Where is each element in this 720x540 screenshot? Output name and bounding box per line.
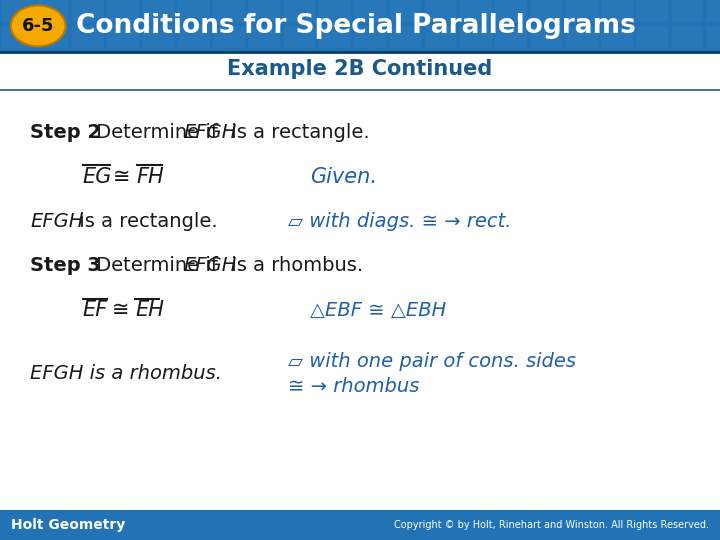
- Bar: [178, 0, 210, 22]
- Text: ≅: ≅: [112, 300, 129, 321]
- Text: EFGH: EFGH: [184, 123, 237, 142]
- Text: Holt Geometry: Holt Geometry: [11, 518, 125, 532]
- Text: ≅ → rhombus: ≅ → rhombus: [288, 376, 419, 396]
- Bar: [425, 0, 456, 22]
- Bar: [143, 26, 174, 49]
- Text: EG: EG: [83, 167, 112, 187]
- Bar: [37, 0, 68, 22]
- Text: is a rectangle.: is a rectangle.: [225, 123, 370, 142]
- Text: △EBF ≅ △EBH: △EBF ≅ △EBH: [310, 301, 446, 320]
- Bar: [390, 26, 421, 49]
- Bar: [531, 0, 562, 22]
- Bar: [354, 26, 386, 49]
- Bar: [1, 0, 33, 22]
- Bar: [531, 26, 562, 49]
- Text: EFGH: EFGH: [184, 256, 237, 275]
- Bar: [107, 0, 139, 22]
- Text: ▱ with one pair of cons. sides: ▱ with one pair of cons. sides: [288, 352, 576, 372]
- Bar: [72, 0, 104, 22]
- Text: Example 2B Continued: Example 2B Continued: [228, 59, 492, 79]
- Bar: [601, 0, 633, 22]
- Bar: [37, 26, 68, 49]
- Bar: [707, 26, 720, 49]
- Bar: [319, 0, 351, 22]
- Text: is a rhombus.: is a rhombus.: [225, 256, 364, 275]
- Bar: [425, 26, 456, 49]
- Text: FH: FH: [137, 167, 165, 187]
- Text: Step 3: Step 3: [30, 256, 101, 275]
- Bar: [354, 0, 386, 22]
- Text: EH: EH: [135, 300, 164, 321]
- Bar: [566, 26, 598, 49]
- Bar: [460, 0, 492, 22]
- Text: EF: EF: [83, 300, 108, 321]
- Text: Determine if: Determine if: [90, 123, 224, 142]
- Bar: [672, 0, 703, 22]
- Bar: [284, 0, 315, 22]
- Text: ≅: ≅: [113, 167, 130, 187]
- Text: Step 2: Step 2: [30, 123, 102, 142]
- Bar: [0, 0, 720, 52]
- Bar: [72, 26, 104, 49]
- Text: ▱ with diags. ≅ → rect.: ▱ with diags. ≅ → rect.: [288, 212, 511, 231]
- Text: Determine if: Determine if: [90, 256, 224, 275]
- Bar: [284, 26, 315, 49]
- Circle shape: [11, 5, 66, 46]
- Bar: [107, 26, 139, 49]
- Text: 6-5: 6-5: [22, 17, 55, 35]
- Text: EFGH is a rhombus.: EFGH is a rhombus.: [30, 364, 222, 383]
- Bar: [143, 0, 174, 22]
- Text: is a rectangle.: is a rectangle.: [73, 212, 218, 231]
- Bar: [390, 0, 421, 22]
- Bar: [495, 0, 527, 22]
- Text: EFGH: EFGH: [30, 212, 84, 231]
- Bar: [248, 26, 280, 49]
- Bar: [495, 26, 527, 49]
- Text: Given.: Given.: [310, 167, 377, 187]
- Bar: [707, 0, 720, 22]
- Bar: [0, 510, 720, 540]
- Bar: [1, 26, 33, 49]
- Bar: [248, 0, 280, 22]
- Bar: [319, 26, 351, 49]
- Bar: [636, 0, 668, 22]
- Bar: [566, 0, 598, 22]
- Bar: [460, 26, 492, 49]
- Bar: [601, 26, 633, 49]
- Bar: [672, 26, 703, 49]
- Bar: [636, 26, 668, 49]
- Bar: [213, 26, 245, 49]
- Bar: [213, 0, 245, 22]
- Bar: [178, 26, 210, 49]
- Text: Conditions for Special Parallelograms: Conditions for Special Parallelograms: [76, 13, 636, 39]
- Text: Copyright © by Holt, Rinehart and Winston. All Rights Reserved.: Copyright © by Holt, Rinehart and Winsto…: [395, 520, 709, 530]
